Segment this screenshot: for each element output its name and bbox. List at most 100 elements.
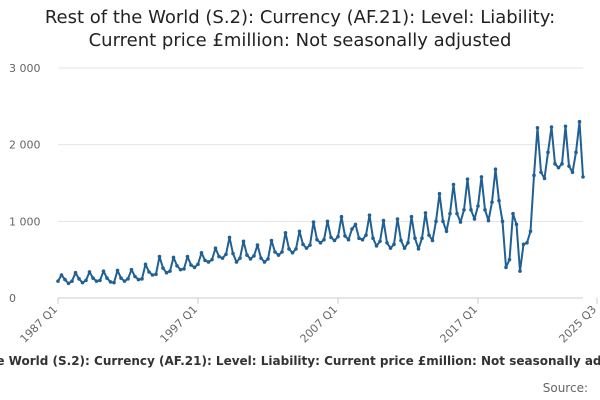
data-point: [399, 238, 403, 243]
data-point: [119, 276, 123, 280]
data-point: [549, 125, 554, 129]
source-note: Source:: [542, 381, 588, 395]
data-point: [147, 270, 151, 274]
data-point: [248, 257, 253, 261]
x-tick-label: 2025 Q3: [557, 303, 600, 346]
data-point: [133, 274, 137, 279]
x-tick-label: 2017 Q1: [438, 303, 481, 346]
data-point: [301, 242, 305, 247]
data-point: [409, 214, 414, 219]
data-point: [290, 250, 295, 255]
data-point: [381, 218, 386, 223]
data-point: [98, 278, 102, 283]
data-point: [241, 239, 246, 244]
data-point: [402, 246, 407, 250]
data-point: [511, 211, 515, 216]
data-point: [283, 231, 288, 235]
data-point: [577, 119, 582, 124]
data-point: [318, 241, 323, 245]
data-point: [252, 254, 256, 258]
data-point: [521, 242, 526, 247]
data-point: [360, 237, 365, 242]
data-point: [332, 238, 337, 243]
data-point: [259, 256, 263, 260]
data-point: [73, 270, 78, 275]
data-point: [150, 273, 155, 277]
data-point: [504, 265, 508, 270]
data-point: [560, 162, 564, 166]
data-point: [224, 252, 228, 257]
data-point: [315, 237, 319, 242]
data-point: [94, 279, 99, 283]
data-point: [518, 269, 522, 273]
chart-title: Rest of the World (S.2): Currency (AF.21…: [0, 6, 600, 52]
data-point: [56, 279, 60, 283]
data-point: [157, 254, 162, 259]
data-point: [280, 250, 284, 254]
data-point: [59, 273, 64, 277]
data-point: [269, 238, 274, 243]
data-point: [196, 262, 200, 267]
data-point: [213, 246, 218, 250]
data-point: [469, 208, 473, 212]
data-point: [108, 280, 113, 284]
y-tick-label: 0: [9, 292, 16, 305]
data-point: [129, 267, 134, 272]
data-point: [581, 175, 585, 179]
data-point: [84, 278, 88, 283]
chart-title-line-1: Rest of the World (S.2): Currency (AF.21…: [44, 7, 556, 28]
x-tick-label: 1987 Q1: [18, 303, 61, 346]
data-point: [217, 254, 221, 259]
data-point: [448, 211, 452, 216]
data-point: [171, 255, 176, 260]
data-point: [227, 235, 232, 240]
data-point: [206, 260, 211, 264]
data-point: [91, 276, 95, 280]
data-point: [66, 281, 71, 286]
data-point: [161, 266, 165, 270]
data-point: [189, 263, 193, 267]
data-point: [388, 246, 393, 250]
data-point: [546, 150, 550, 155]
data-point: [385, 241, 389, 245]
data-point: [311, 220, 316, 224]
data-point: [164, 270, 169, 275]
data-point: [273, 250, 277, 254]
data-point: [63, 277, 67, 282]
data-point: [322, 237, 326, 242]
data-point: [143, 262, 148, 267]
data-point: [308, 243, 312, 247]
data-point: [182, 267, 186, 271]
data-point: [178, 267, 183, 272]
data-point: [462, 208, 466, 212]
data-point: [392, 242, 396, 247]
data-point: [220, 256, 225, 260]
data-point: [532, 173, 536, 178]
data-point: [367, 213, 372, 217]
data-point: [490, 200, 494, 204]
data-point: [115, 268, 120, 273]
y-tick-label: 3 000: [9, 62, 41, 75]
data-point: [444, 229, 449, 234]
data-point: [364, 233, 368, 237]
data-point: [486, 218, 491, 223]
data-point: [476, 204, 480, 208]
data-point: [175, 264, 179, 268]
data-point: [553, 162, 557, 166]
data-point: [238, 256, 242, 260]
data-point: [101, 269, 106, 273]
data-point: [563, 124, 568, 129]
x-tick-label: 1997 Q1: [158, 303, 201, 346]
data-point: [441, 219, 445, 224]
data-point: [535, 126, 540, 130]
data-point: [80, 280, 85, 285]
data-point: [87, 270, 92, 274]
data-point: [287, 247, 291, 251]
data-point: [304, 246, 309, 250]
data-point: [339, 214, 344, 219]
data-point: [231, 251, 235, 256]
data-point: [329, 235, 333, 240]
x-tick-label: 2007 Q1: [298, 303, 341, 346]
data-point: [126, 277, 130, 281]
